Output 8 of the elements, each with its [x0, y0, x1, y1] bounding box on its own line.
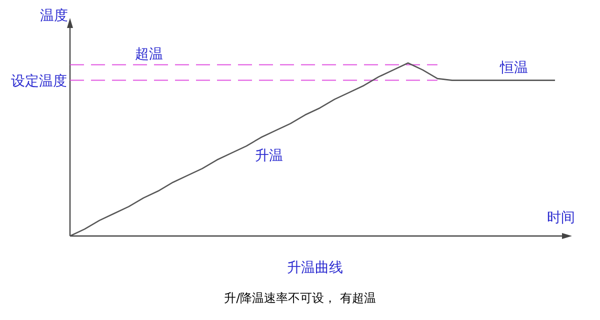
annotation: 恒温: [499, 60, 528, 76]
ref-line-label: 超温: [135, 46, 163, 63]
text: 升/降温速率不可设， 有超温: [224, 291, 376, 305]
y-axis-title: 温度: [40, 8, 68, 24]
annotation: 升温: [255, 148, 283, 164]
x-axis-title: 时间: [547, 210, 575, 226]
ref-line-label: 设定温度: [11, 73, 67, 90]
text: 升温曲线: [287, 260, 343, 276]
